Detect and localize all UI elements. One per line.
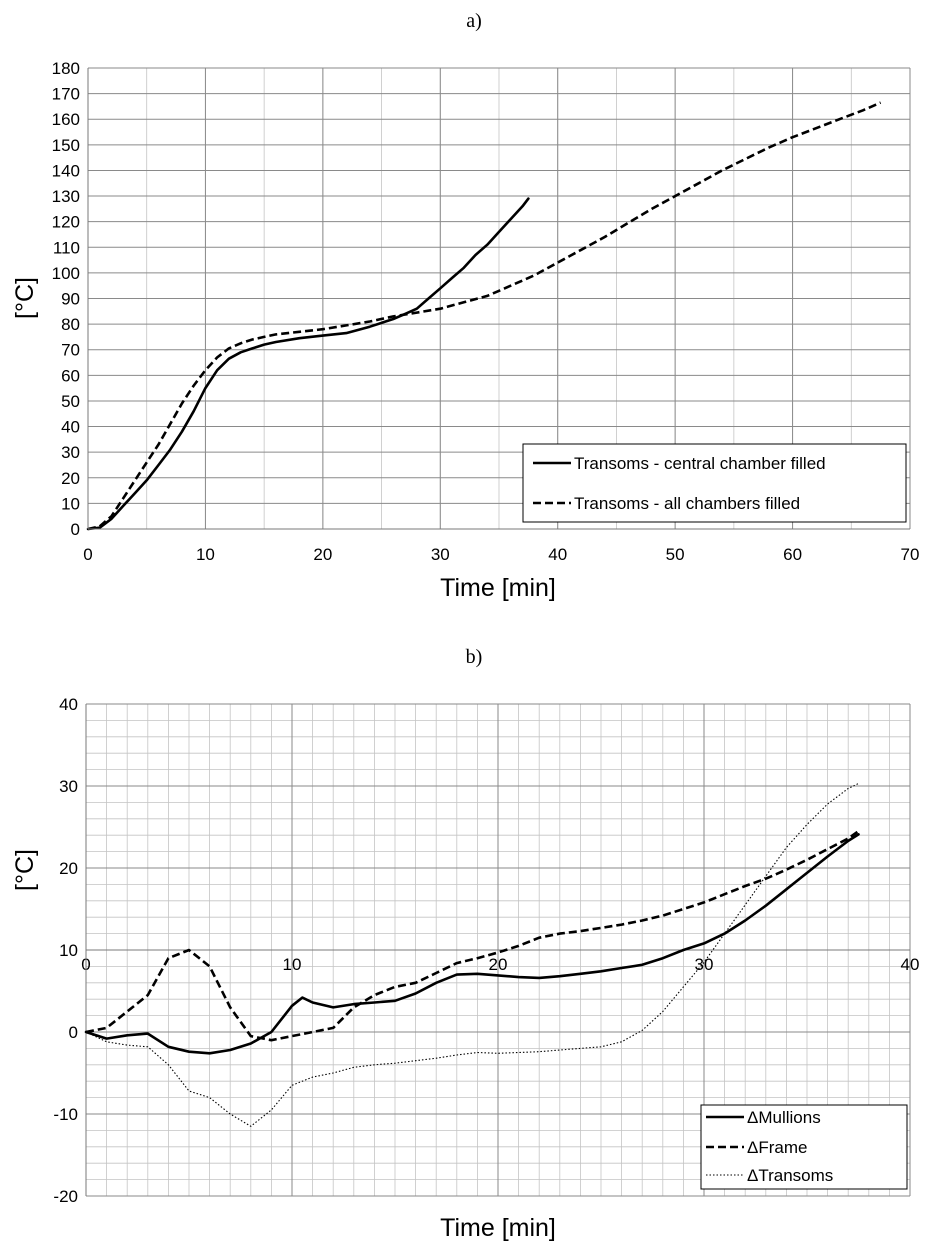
y-tick-label: 40 (59, 695, 78, 714)
series-group-b (84, 783, 860, 1127)
y-tick-label: 180 (52, 59, 80, 78)
y-tick-label: 130 (52, 187, 80, 206)
y-tick-label: 100 (52, 264, 80, 283)
y-tick-label: 120 (52, 213, 80, 232)
y-axis-title-b: [°C] (11, 849, 39, 891)
x-tick-label: 40 (548, 545, 567, 564)
series-line-b-0 (84, 833, 860, 1055)
ticks-a: 0 10 20 30 40 50 60 70 0 10 20 30 40 50 60 70 80 90 100 110… (52, 59, 920, 564)
y-tick-label: 10 (61, 494, 80, 513)
y-tick-label: 50 (61, 392, 80, 411)
x-tick-label: 40 (901, 955, 920, 974)
legend-label-a-1: Transoms - all chambers filled (574, 494, 800, 513)
y-tick-label: 160 (52, 110, 80, 129)
legend-a: Transoms - central chamber filled Transo… (522, 443, 907, 523)
legend-label-b-0: ΔMullions (747, 1108, 821, 1127)
y-tick-label: 170 (52, 85, 80, 104)
x-tick-label: 20 (313, 545, 332, 564)
legend-label-a-0: Transoms - central chamber filled (574, 454, 826, 473)
series-line-a-1 (87, 101, 882, 531)
chart-a: a) 0 10 20 30 40 50 60 70 0 10 20 30 40 50 60 70 80 90 100… (11, 10, 919, 602)
y-tick-label: 0 (71, 520, 80, 539)
y-tick-label: 140 (52, 161, 80, 180)
y-tick-label: 40 (61, 418, 80, 437)
x-tick-label: 10 (283, 955, 302, 974)
y-tick-label: 20 (61, 469, 80, 488)
legend-b: ΔMullions ΔFrame ΔTransoms (700, 1104, 908, 1190)
x-tick-label: 20 (489, 955, 508, 974)
x-axis-title-b: Time [min] (440, 1214, 556, 1242)
x-tick-label: 0 (83, 545, 92, 564)
y-tick-label: -10 (53, 1105, 78, 1124)
series-line-a-0 (86, 197, 530, 531)
series-line-b-1 (85, 830, 860, 1042)
y-tick-label: 0 (69, 1023, 78, 1042)
legend-label-b-1: ΔFrame (747, 1138, 807, 1157)
panel-label-b: b) (466, 646, 483, 668)
x-axis-title-a: Time [min] (440, 574, 556, 602)
y-tick-label: 30 (61, 443, 80, 462)
y-tick-label: 150 (52, 136, 80, 155)
x-tick-label: 60 (783, 545, 802, 564)
panel-label-a: a) (466, 10, 482, 32)
y-tick-label: 110 (53, 238, 80, 257)
y-tick-label: 20 (59, 859, 78, 878)
series-line-b-2 (85, 783, 859, 1127)
x-tick-label: 30 (695, 955, 714, 974)
x-tick-label: 50 (666, 545, 685, 564)
y-tick-label: 90 (61, 290, 80, 309)
series-group-a (86, 101, 882, 531)
y-axis-title-a: [°C] (11, 277, 39, 319)
y-tick-label: 70 (61, 341, 80, 360)
legend-box-a (522, 443, 907, 523)
y-tick-label: 30 (59, 777, 78, 796)
x-tick-label: 30 (431, 545, 450, 564)
y-tick-label: 60 (61, 366, 80, 385)
x-tick-label: 10 (196, 545, 215, 564)
y-tick-label: 80 (61, 315, 80, 334)
y-tick-label: -20 (53, 1187, 78, 1206)
legend-label-b-2: ΔTransoms (747, 1166, 833, 1185)
y-tick-label: 10 (59, 941, 78, 960)
x-tick-label: 70 (901, 545, 920, 564)
